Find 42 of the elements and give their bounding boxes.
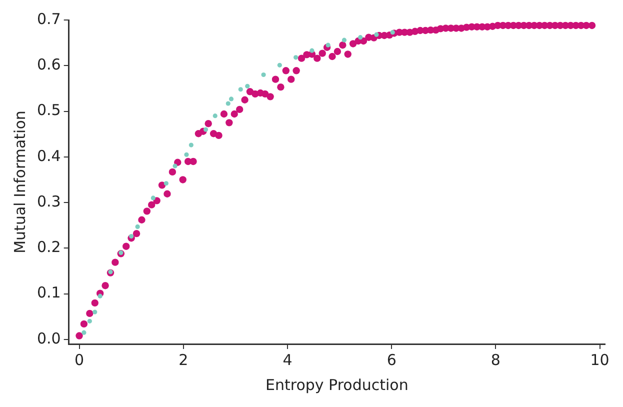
point	[212, 114, 218, 118]
point	[358, 35, 363, 40]
point	[188, 142, 194, 148]
point	[92, 310, 98, 314]
point	[390, 30, 395, 35]
x-tick-label: 10	[590, 350, 610, 369]
point	[277, 62, 282, 68]
point	[129, 234, 134, 239]
point	[326, 42, 330, 48]
point	[245, 84, 250, 88]
x-tick-label: 8	[490, 350, 500, 369]
point	[238, 87, 243, 92]
x-axis-title: Entropy Production	[266, 376, 408, 394]
point	[184, 152, 189, 157]
point	[98, 294, 102, 298]
point	[228, 96, 234, 102]
point	[164, 181, 168, 186]
point	[226, 101, 230, 106]
point	[374, 32, 379, 37]
y-tick-label: 0.0	[36, 329, 61, 348]
y-tick-label: 0.6	[36, 56, 61, 74]
y-tick-label: 0.5	[36, 101, 61, 120]
x-tick-label: 0	[74, 350, 84, 369]
y-tick-label: 0.4	[36, 146, 61, 165]
y-tick-label: 0.1	[36, 284, 61, 302]
point	[203, 127, 208, 132]
y-tick-label: 0.7	[36, 10, 61, 28]
y-axis-title: Mutual Information	[10, 110, 29, 254]
y-tick-label: 0.3	[36, 192, 61, 210]
x-tick-label: 4	[282, 350, 292, 369]
point	[87, 318, 92, 324]
point	[135, 224, 140, 230]
x-tick-label: 6	[386, 350, 396, 369]
point	[342, 38, 347, 42]
point	[150, 196, 156, 200]
point	[294, 55, 298, 60]
point	[82, 330, 86, 335]
y-tick-label: 0.2	[36, 238, 61, 256]
x-tick-label: 2	[178, 350, 188, 369]
point	[172, 164, 178, 168]
point	[310, 48, 314, 53]
point	[261, 72, 266, 78]
